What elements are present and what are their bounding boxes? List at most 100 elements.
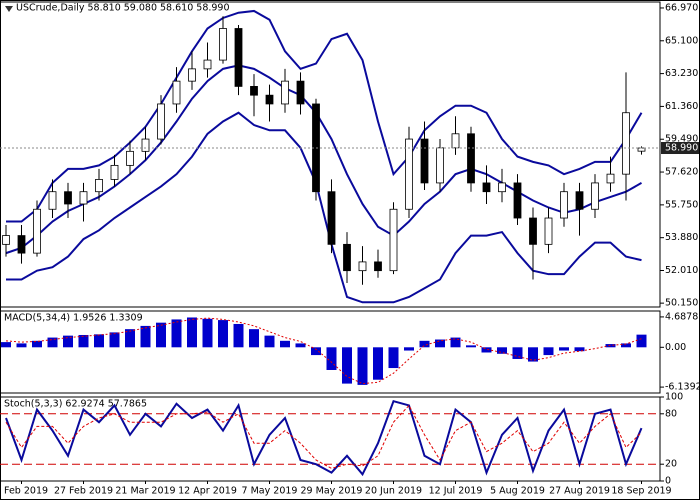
y-tick-label: 52.010 <box>665 265 698 276</box>
y-tick-label: 0.00 <box>665 342 686 353</box>
macd-bar <box>373 347 383 380</box>
macd-bar <box>357 347 368 385</box>
candle-body <box>296 80 305 105</box>
macd-bar <box>187 317 197 348</box>
candle-body <box>64 191 72 205</box>
candle-body <box>389 208 398 272</box>
macd-bar <box>342 347 352 384</box>
candle-body <box>110 164 119 180</box>
candle-body <box>203 59 212 70</box>
candle-body <box>544 217 553 245</box>
y-tick-label: 55.750 <box>665 199 698 210</box>
plot-area <box>0 9 660 304</box>
candle-body <box>622 112 630 175</box>
candle-body <box>467 133 475 184</box>
macd-bar <box>264 335 275 348</box>
candle-body <box>591 182 599 210</box>
price-pane <box>0 1 661 308</box>
y-tick-label: 100 <box>665 392 683 403</box>
y-tick-label: 63.230 <box>665 68 698 79</box>
y-tick-label: 50.150 <box>665 298 698 309</box>
last-price-label: 58.990 <box>665 143 698 154</box>
y-tick-label: -6.1392 <box>665 382 700 393</box>
candle-body <box>343 243 351 272</box>
y-tick-label: 66.970 <box>665 2 698 13</box>
macd-bar <box>543 347 554 356</box>
x-tick-label: 7 May 2019 <box>242 486 298 497</box>
candle-body <box>48 191 57 210</box>
candle-body <box>79 191 88 205</box>
macd-bar <box>481 347 492 353</box>
price-title: USCrude,Daily 58.810 59.080 58.610 58.99… <box>16 3 230 14</box>
macd-bar <box>63 335 73 348</box>
macd-bar <box>388 347 399 369</box>
x-tick-label: 27 Feb 2019 <box>54 486 113 497</box>
macd-bar <box>404 347 414 351</box>
y-tick-label: 20 <box>665 459 677 470</box>
y-tick-label: 53.880 <box>665 232 698 243</box>
stoch-title: Stoch(5,3,3) 62.9274 57.7865 <box>4 399 147 410</box>
macd-bar <box>621 343 631 348</box>
macd-bar <box>435 339 445 348</box>
candle-body <box>95 179 103 193</box>
plot-area <box>0 399 660 477</box>
bollinger-band <box>6 9 643 223</box>
y-tick-label: 4.6878 <box>665 311 698 322</box>
x-tick-label: 5 Aug 2019 <box>490 486 545 497</box>
candle-body <box>405 138 413 210</box>
macd-bar <box>311 347 321 356</box>
candle-body <box>327 191 336 245</box>
macd-bar <box>497 347 507 354</box>
macd-bar <box>280 340 290 348</box>
bollinger-band <box>5 64 642 255</box>
stoch-line <box>5 404 642 469</box>
candle-body <box>157 103 165 140</box>
candle-body <box>265 94 274 105</box>
candle-body <box>575 191 584 210</box>
x-tick-label: 12 Jul 2019 <box>429 486 483 497</box>
candle-body <box>513 182 522 219</box>
macd-bar <box>218 320 228 348</box>
candle-body <box>33 208 41 254</box>
macd-bar <box>32 340 42 348</box>
candle-body <box>281 80 289 105</box>
plot-area <box>1 317 647 385</box>
macd-bar <box>559 347 569 351</box>
x-tick-label: 21 Mar 2019 <box>115 486 175 497</box>
macd-bar <box>512 347 523 359</box>
x-tick-label: 12 Apr 2019 <box>178 486 237 497</box>
candle-body <box>188 68 196 82</box>
macd-bar <box>109 332 120 348</box>
x-tick-label: 18 Sep 2019 <box>611 486 671 497</box>
x-tick-label: 20 Jun 2019 <box>365 486 422 497</box>
macd-bar <box>202 318 213 348</box>
macd-bar <box>140 325 151 348</box>
candle-body <box>250 86 258 96</box>
candle-body <box>498 182 506 193</box>
signal-line <box>5 317 642 385</box>
macd-bar <box>574 347 585 352</box>
macd-bar <box>466 345 476 348</box>
macd-bar <box>125 329 135 348</box>
macd-bar <box>16 343 27 348</box>
candle-body <box>451 133 460 149</box>
y-tick-label: 59.490 <box>665 134 698 145</box>
candle-body <box>358 261 367 272</box>
candle-body <box>482 182 491 193</box>
stoch-line <box>5 399 643 477</box>
macd-bar <box>636 334 647 348</box>
macd-bar <box>528 347 538 362</box>
macd-bar <box>249 329 259 348</box>
last-price-box <box>661 142 699 155</box>
x-tick-label: 27 Aug 2019 <box>549 486 610 497</box>
macd-pane <box>0 310 661 394</box>
macd-bar <box>156 322 166 348</box>
y-tick-label: 61.360 <box>665 101 698 112</box>
macd-bar <box>419 340 430 348</box>
candle-body <box>2 235 10 245</box>
candle-body <box>126 150 134 166</box>
x-tick-label: 1 Feb 2019 <box>0 486 48 497</box>
candle-body <box>141 138 150 152</box>
macd-bar <box>450 337 461 348</box>
